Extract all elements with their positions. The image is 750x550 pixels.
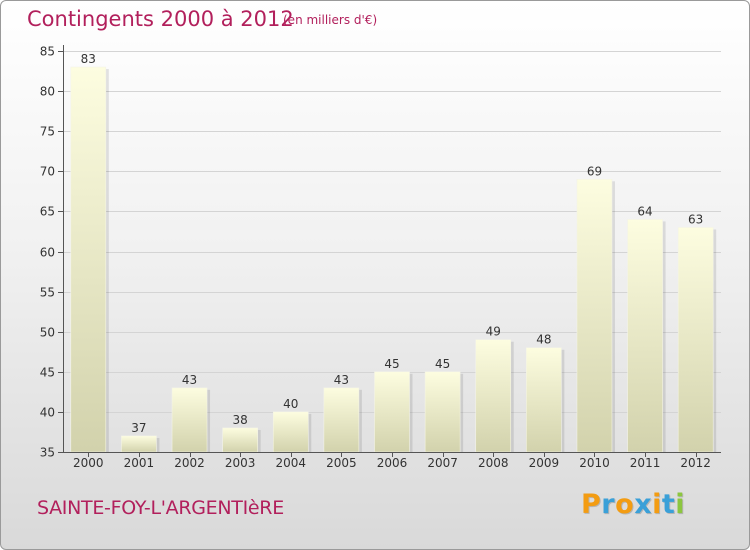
bar — [526, 347, 562, 453]
y-tick-label: 85 — [40, 45, 55, 59]
bar — [677, 227, 714, 453]
proxiti-logo[interactable]: Proxiti — [581, 489, 685, 520]
bar — [171, 387, 208, 453]
y-tick-label: 70 — [40, 165, 55, 179]
bar-value-label: 83 — [81, 52, 96, 66]
bar — [374, 371, 410, 453]
bar-value-label: 63 — [688, 212, 703, 226]
x-tick-label: 2002 — [174, 456, 205, 470]
logo-letter: i — [675, 489, 686, 520]
y-tick-label: 50 — [40, 326, 55, 340]
logo-letter: x — [634, 489, 653, 520]
x-tick-label: 2000 — [73, 456, 104, 470]
axes — [58, 45, 721, 457]
bar-value-label: 49 — [486, 325, 501, 339]
y-tick-label: 35 — [40, 446, 55, 460]
x-tick-label: 2006 — [377, 456, 408, 470]
bar-value-label: 48 — [536, 333, 551, 347]
y-tick-label: 40 — [40, 406, 55, 420]
logo-letter: r — [601, 489, 616, 520]
logo-letter: o — [615, 489, 635, 520]
bar-value-label: 45 — [435, 357, 450, 371]
bar — [424, 371, 461, 453]
x-tick-label: 2004 — [275, 456, 306, 470]
bar — [323, 387, 360, 453]
labels: 35 40 45 50 55 60 65 70 75 80 85 83 2000 37 2001 43 2002… — [40, 45, 711, 471]
x-tick-label: 2009 — [529, 456, 560, 470]
bar-value-label: 43 — [182, 373, 197, 387]
bar-value-label: 38 — [233, 413, 248, 427]
logo-letter: P — [581, 489, 602, 520]
y-tick-label: 60 — [40, 246, 55, 260]
bar — [272, 411, 309, 453]
y-tick-label: 65 — [40, 205, 55, 219]
bar — [475, 339, 512, 453]
x-tick-label: 2007 — [427, 456, 458, 470]
x-tick-label: 2001 — [124, 456, 155, 470]
y-tick-label: 75 — [40, 125, 55, 139]
bar — [121, 435, 157, 453]
x-tick-label: 2010 — [579, 456, 610, 470]
bar — [70, 66, 107, 453]
bar-value-label: 37 — [131, 421, 146, 435]
commune-name: SAINTE-FOY-L'ARGENTIèRE — [37, 497, 284, 519]
bar-value-label: 43 — [334, 373, 349, 387]
chart-subtitle: (en milliers d'€) — [283, 13, 378, 27]
logo-letter: t — [661, 489, 676, 520]
bar — [627, 219, 663, 453]
bar-value-label: 69 — [587, 164, 602, 178]
bar-value-label: 40 — [283, 397, 298, 411]
x-tick-label: 2005 — [326, 456, 357, 470]
y-tick-label: 55 — [40, 286, 55, 300]
y-tick-label: 80 — [40, 85, 55, 99]
x-tick-label: 2008 — [478, 456, 509, 470]
bar-value-label: 45 — [384, 357, 399, 371]
bars — [70, 66, 717, 453]
x-tick-label: 2003 — [225, 456, 256, 470]
x-tick-label: 2011 — [630, 456, 661, 470]
logo-letter: i — [652, 489, 662, 520]
bar — [222, 427, 258, 453]
chart-title: Contingents 2000 à 2012 — [27, 7, 294, 31]
bar — [576, 179, 613, 453]
x-tick-label: 2012 — [680, 456, 711, 470]
bar-value-label: 64 — [637, 204, 652, 218]
y-tick-label: 45 — [40, 366, 55, 380]
